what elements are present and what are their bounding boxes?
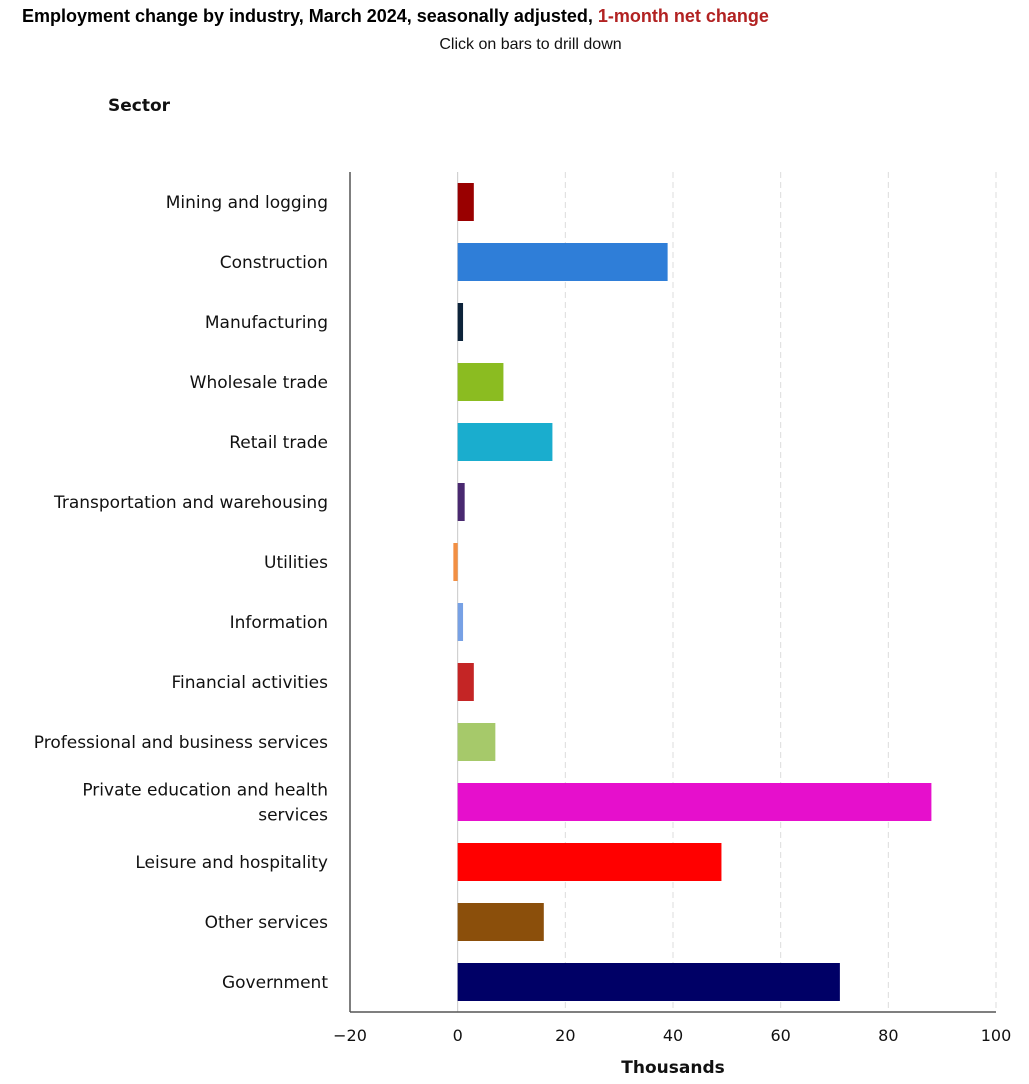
category-label: Government: [222, 973, 328, 993]
bar-private-education-and-health-services[interactable]: [457, 783, 932, 821]
bars-group: [453, 183, 932, 1001]
bar-other-services[interactable]: [457, 903, 544, 941]
category-label: Manufacturing: [205, 313, 328, 333]
chart-title: Employment change by industry, March 202…: [22, 6, 769, 27]
bar-professional-and-business-services[interactable]: [457, 723, 496, 761]
bar-retail-trade[interactable]: [457, 423, 553, 461]
category-label: Financial activities: [172, 673, 329, 693]
y-axis-title: Sector: [108, 96, 171, 116]
bar-transportation-and-warehousing[interactable]: [457, 483, 465, 521]
x-tick-label: 20: [555, 1026, 575, 1045]
x-tick-label: 100: [981, 1026, 1012, 1045]
bar-construction[interactable]: [457, 243, 668, 281]
bar-financial-activities[interactable]: [457, 663, 474, 701]
category-label: Utilities: [264, 553, 328, 573]
chart-subtitle: Click on bars to drill down: [439, 36, 622, 53]
bar-government[interactable]: [457, 963, 840, 1001]
category-label: Wholesale trade: [190, 373, 328, 393]
category-labels: Mining and logging Construction Manufactur…: [34, 193, 329, 993]
category-label: Other services: [205, 913, 329, 933]
bar-utilities[interactable]: [453, 543, 458, 581]
category-label: Mining and logging: [166, 193, 328, 213]
category-label: Retail trade: [229, 433, 328, 453]
x-tick-label: −20: [333, 1026, 367, 1045]
bar-information[interactable]: [457, 603, 464, 641]
x-tick-labels: −20 0 20 40 60 80 100: [333, 1026, 1011, 1045]
category-label: Transportation and warehousing: [53, 493, 328, 513]
x-tick-label: 60: [770, 1026, 790, 1045]
x-tick-label: 0: [453, 1026, 463, 1045]
bar-mining-and-logging[interactable]: [457, 183, 474, 221]
category-label: Information: [230, 613, 328, 633]
category-label: Professional and business services: [34, 733, 328, 753]
x-tick-label: 40: [663, 1026, 683, 1045]
category-label: Private education and health services: [82, 781, 328, 826]
bar-manufacturing[interactable]: [457, 303, 464, 341]
x-axis-title: Thousands: [621, 1058, 724, 1078]
bar-wholesale-trade[interactable]: [457, 363, 504, 401]
category-label: Leisure and hospitality: [135, 853, 328, 873]
x-tick-label: 80: [878, 1026, 898, 1045]
chart-title-main: Employment change by industry, March 202…: [22, 6, 593, 26]
bar-leisure-and-hospitality[interactable]: [457, 843, 722, 881]
grid-lines: [457, 172, 997, 1012]
category-label: Construction: [220, 253, 328, 273]
chart-title-highlight[interactable]: 1-month net change: [597, 6, 769, 26]
